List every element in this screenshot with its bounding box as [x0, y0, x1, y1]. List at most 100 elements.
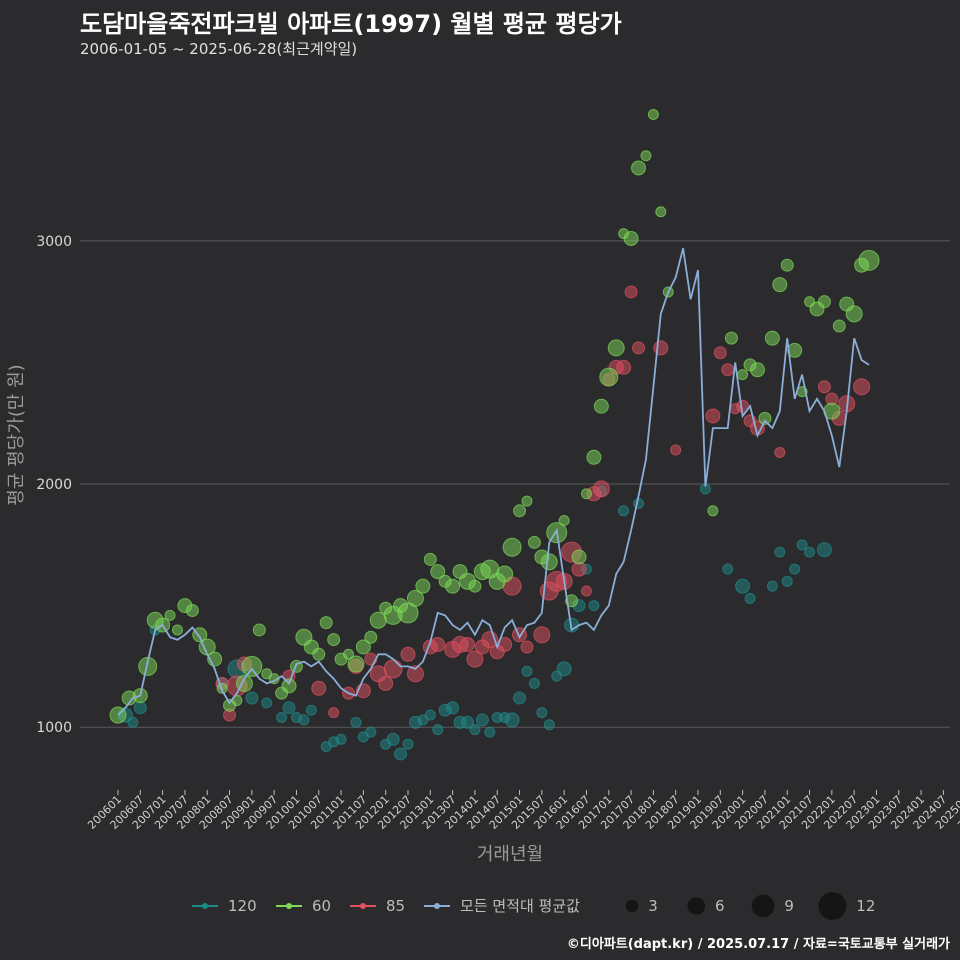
- point-120: [816, 542, 832, 558]
- chart-subtitle: 2006-01-05 ~ 2025-06-28(최근계약일): [80, 40, 358, 58]
- point-60: [623, 230, 639, 246]
- point-120: [475, 713, 489, 727]
- point-85: [670, 444, 682, 456]
- point-120: [127, 716, 139, 728]
- point-120: [513, 691, 527, 705]
- point-120: [350, 716, 362, 728]
- point-85: [632, 341, 646, 355]
- legend-size-label: 9: [784, 897, 794, 915]
- point-60: [655, 206, 667, 218]
- average-line-group: [117, 247, 870, 716]
- point-60: [787, 342, 803, 358]
- legend-size-circle: [818, 892, 847, 920]
- y-tick-label: 1000: [36, 720, 72, 736]
- point-120: [536, 707, 548, 719]
- point-120: [276, 711, 288, 723]
- point-60: [252, 623, 266, 637]
- point-60: [430, 564, 446, 580]
- point-120: [744, 592, 756, 604]
- legend-size-label: 12: [856, 897, 875, 915]
- point-60: [540, 553, 558, 571]
- point-60: [580, 488, 592, 500]
- legend-label: 120: [228, 897, 257, 915]
- point-120: [402, 738, 414, 750]
- point-120: [722, 563, 734, 575]
- point-85: [616, 359, 632, 375]
- point-120: [446, 701, 460, 715]
- point-85: [580, 585, 592, 597]
- point-120: [588, 600, 600, 612]
- point-85: [328, 707, 340, 719]
- point-120: [298, 714, 310, 726]
- point-60: [758, 411, 772, 425]
- point-60: [319, 616, 333, 630]
- point-60: [502, 537, 522, 557]
- point-120: [484, 726, 496, 738]
- point-85: [592, 480, 610, 498]
- point-60: [312, 647, 326, 661]
- point-60: [737, 369, 749, 381]
- point-120: [774, 546, 786, 558]
- average-line: [117, 247, 870, 716]
- point-85: [817, 380, 831, 394]
- point-85: [400, 646, 416, 662]
- y-axis-label: 평균 평당가(만 원): [6, 364, 27, 505]
- point-120: [394, 747, 408, 761]
- point-60: [527, 535, 541, 549]
- point-60: [724, 331, 738, 345]
- series-60-points: [109, 108, 880, 724]
- legend-size-label: 6: [715, 897, 725, 915]
- point-85: [721, 363, 735, 377]
- point-85: [624, 285, 638, 299]
- point-120: [386, 732, 400, 746]
- x-axis-ticks: 2006012006072007012007072008012008072009…: [85, 790, 960, 832]
- point-120: [504, 712, 520, 728]
- point-60: [423, 552, 437, 566]
- point-120: [424, 709, 436, 721]
- point-85: [705, 408, 721, 424]
- point-60: [565, 594, 579, 608]
- point-120: [460, 715, 474, 729]
- point-60: [241, 655, 263, 677]
- legend-key-dot: [360, 903, 366, 909]
- point-60: [749, 362, 765, 378]
- point-60: [817, 295, 831, 309]
- point-60: [164, 609, 176, 621]
- point-120: [305, 704, 317, 716]
- point-120: [781, 575, 793, 587]
- point-60: [343, 648, 355, 660]
- legend-size-circle: [687, 897, 706, 915]
- point-60: [496, 565, 514, 583]
- point-120: [469, 724, 481, 736]
- point-85: [853, 378, 871, 396]
- point-85: [430, 637, 446, 653]
- point-120: [432, 724, 444, 736]
- point-60: [327, 633, 341, 647]
- point-60: [445, 578, 461, 594]
- point-60: [586, 449, 602, 465]
- point-120: [618, 505, 630, 517]
- point-60: [364, 630, 378, 644]
- legend-size-label: 3: [648, 897, 658, 915]
- point-120: [543, 719, 555, 731]
- point-60: [764, 330, 780, 346]
- point-60: [406, 589, 424, 607]
- point-60: [832, 319, 846, 333]
- point-60: [780, 258, 794, 272]
- point-60: [845, 305, 863, 323]
- point-85: [406, 665, 424, 683]
- point-60: [347, 655, 365, 673]
- legend-size-circle: [751, 894, 775, 918]
- point-60: [513, 504, 527, 518]
- point-60: [397, 602, 419, 624]
- point-120: [556, 661, 572, 677]
- point-60: [521, 495, 533, 507]
- point-60: [415, 578, 431, 594]
- point-120: [245, 691, 259, 705]
- point-85: [533, 626, 551, 644]
- legend-key-dot: [202, 903, 208, 909]
- point-60: [599, 367, 619, 387]
- point-85: [311, 680, 327, 696]
- point-85: [520, 640, 534, 654]
- legend: 120 60 85 모든 면적대 평균값 3 6 9 12: [192, 892, 875, 920]
